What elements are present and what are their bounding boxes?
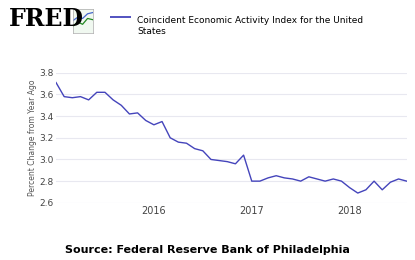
Y-axis label: Percent Change from Year Ago: Percent Change from Year Ago: [29, 80, 37, 196]
Text: Source: Federal Reserve Bank of Philadelphia: Source: Federal Reserve Bank of Philadel…: [65, 245, 350, 255]
Text: Coincident Economic Activity Index for the United
States: Coincident Economic Activity Index for t…: [137, 16, 363, 36]
Text: FRED: FRED: [9, 6, 84, 30]
